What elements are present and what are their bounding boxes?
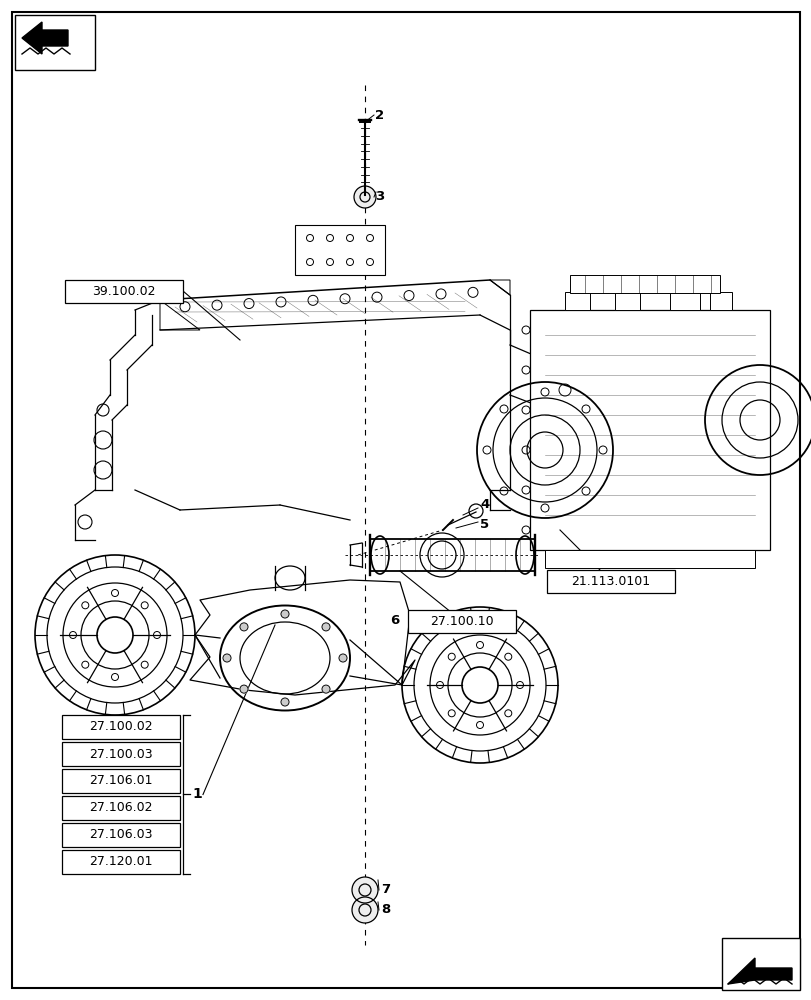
Text: 27.120.01: 27.120.01 xyxy=(89,855,152,868)
Polygon shape xyxy=(727,958,791,984)
Bar xyxy=(62,715,180,739)
Bar xyxy=(65,280,182,303)
Circle shape xyxy=(338,654,346,662)
Bar xyxy=(530,310,769,550)
Text: 27.106.01: 27.106.01 xyxy=(89,774,152,787)
Bar xyxy=(669,292,699,310)
Text: 21.113.0101: 21.113.0101 xyxy=(571,575,650,588)
Text: 4: 4 xyxy=(479,498,489,512)
Bar xyxy=(62,742,180,766)
Bar xyxy=(62,769,180,793)
Text: 39.100.02: 39.100.02 xyxy=(92,285,156,298)
Text: 3: 3 xyxy=(375,190,384,204)
Text: 5: 5 xyxy=(479,518,488,532)
Text: 1: 1 xyxy=(191,787,201,801)
Bar xyxy=(614,292,639,310)
Circle shape xyxy=(354,186,375,208)
Text: 27.100.02: 27.100.02 xyxy=(89,720,152,734)
Text: 27.106.02: 27.106.02 xyxy=(89,801,152,814)
Bar xyxy=(62,823,180,847)
Text: 2: 2 xyxy=(375,109,384,122)
Circle shape xyxy=(322,685,329,693)
Text: 27.106.03: 27.106.03 xyxy=(89,828,152,841)
Circle shape xyxy=(351,877,378,903)
Bar xyxy=(721,938,799,990)
Circle shape xyxy=(223,654,230,662)
Bar xyxy=(544,550,754,568)
Text: 8: 8 xyxy=(380,903,390,916)
Bar xyxy=(62,796,180,820)
Circle shape xyxy=(322,623,329,631)
Bar xyxy=(407,610,515,633)
Bar xyxy=(547,570,674,593)
Circle shape xyxy=(281,698,289,706)
Bar xyxy=(569,275,719,293)
Circle shape xyxy=(240,623,247,631)
Bar xyxy=(62,850,180,874)
Text: 7: 7 xyxy=(380,883,389,896)
Bar xyxy=(564,292,590,310)
Bar xyxy=(15,15,95,70)
Circle shape xyxy=(351,897,378,923)
Bar xyxy=(709,292,731,310)
Bar xyxy=(294,225,384,275)
Polygon shape xyxy=(22,22,68,54)
Text: 6: 6 xyxy=(389,614,399,628)
Circle shape xyxy=(281,610,289,618)
Text: 27.100.10: 27.100.10 xyxy=(430,615,493,628)
Circle shape xyxy=(240,685,247,693)
Text: 27.100.03: 27.100.03 xyxy=(89,748,152,760)
